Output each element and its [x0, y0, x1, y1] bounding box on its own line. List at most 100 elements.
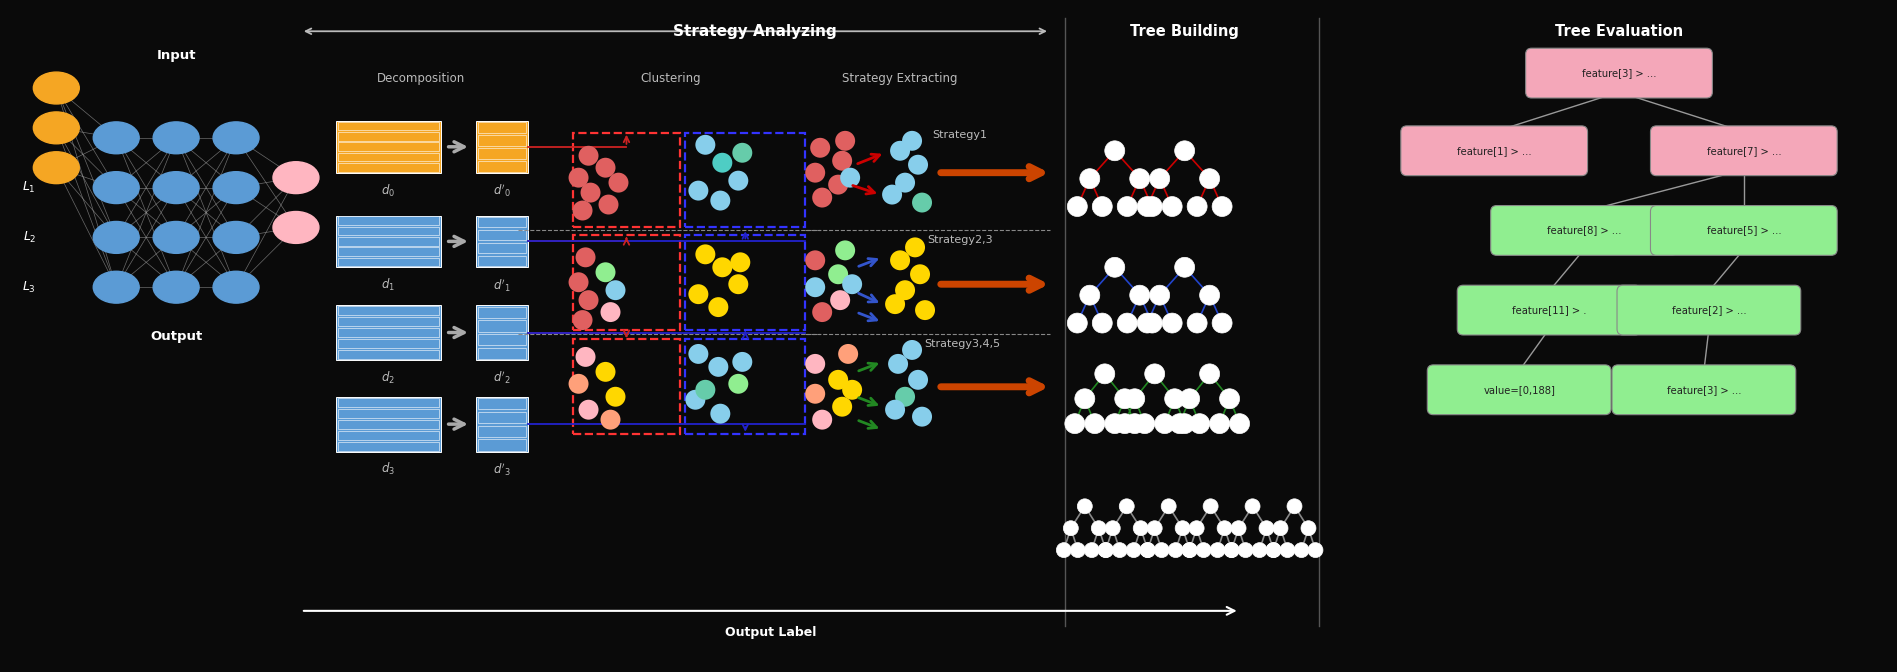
FancyBboxPatch shape — [478, 148, 525, 159]
Circle shape — [1098, 543, 1114, 558]
Text: $L_1$: $L_1$ — [23, 180, 36, 195]
Circle shape — [895, 173, 914, 193]
Circle shape — [1131, 169, 1150, 189]
Circle shape — [1188, 197, 1206, 216]
Text: feature[11] > .: feature[11] > . — [1512, 305, 1586, 315]
Circle shape — [882, 185, 903, 204]
FancyBboxPatch shape — [478, 334, 525, 345]
FancyBboxPatch shape — [338, 328, 438, 337]
FancyBboxPatch shape — [478, 439, 525, 450]
Circle shape — [842, 380, 861, 400]
Circle shape — [709, 191, 730, 210]
Circle shape — [1068, 313, 1087, 333]
FancyBboxPatch shape — [476, 216, 527, 267]
FancyBboxPatch shape — [478, 122, 525, 133]
Circle shape — [1174, 521, 1189, 536]
FancyBboxPatch shape — [478, 135, 525, 146]
FancyBboxPatch shape — [338, 409, 438, 418]
Circle shape — [1212, 197, 1231, 216]
Circle shape — [909, 155, 928, 175]
Circle shape — [1117, 313, 1136, 333]
Text: feature[5] > ...: feature[5] > ... — [1707, 225, 1781, 235]
Circle shape — [1231, 521, 1246, 536]
Ellipse shape — [93, 271, 138, 303]
Text: $d'_1$: $d'_1$ — [493, 277, 510, 294]
Circle shape — [1070, 543, 1085, 558]
FancyBboxPatch shape — [478, 321, 525, 331]
Circle shape — [569, 374, 588, 394]
Circle shape — [1252, 543, 1267, 558]
Circle shape — [1286, 499, 1301, 514]
Circle shape — [575, 247, 596, 267]
Circle shape — [903, 131, 922, 151]
Circle shape — [696, 135, 715, 155]
Circle shape — [1163, 313, 1182, 333]
FancyBboxPatch shape — [478, 230, 525, 241]
FancyBboxPatch shape — [338, 153, 438, 161]
Ellipse shape — [212, 171, 260, 204]
Circle shape — [1085, 543, 1098, 558]
Circle shape — [609, 173, 628, 193]
Circle shape — [605, 387, 626, 407]
Circle shape — [804, 251, 825, 270]
Circle shape — [732, 143, 753, 163]
FancyBboxPatch shape — [338, 216, 438, 225]
Text: Strategy2,3: Strategy2,3 — [928, 235, 992, 245]
Circle shape — [1077, 499, 1093, 514]
Circle shape — [1280, 543, 1296, 558]
Circle shape — [1273, 521, 1288, 536]
Text: feature[2] > ...: feature[2] > ... — [1671, 305, 1747, 315]
Circle shape — [890, 251, 911, 270]
FancyBboxPatch shape — [338, 350, 438, 359]
Circle shape — [1170, 414, 1189, 433]
Ellipse shape — [93, 171, 138, 204]
Circle shape — [1189, 521, 1205, 536]
Circle shape — [601, 410, 620, 429]
Circle shape — [1064, 414, 1085, 433]
FancyBboxPatch shape — [476, 121, 527, 173]
Text: feature[1] > ...: feature[1] > ... — [1457, 146, 1531, 156]
Circle shape — [1218, 521, 1231, 536]
Circle shape — [1148, 521, 1163, 536]
Circle shape — [810, 138, 831, 158]
Text: $d'_2$: $d'_2$ — [493, 370, 510, 386]
FancyBboxPatch shape — [338, 258, 438, 266]
Circle shape — [1112, 543, 1127, 558]
Ellipse shape — [273, 212, 319, 243]
Circle shape — [1064, 521, 1077, 536]
FancyBboxPatch shape — [478, 243, 525, 253]
Circle shape — [812, 187, 833, 208]
Circle shape — [709, 404, 730, 423]
Circle shape — [1174, 257, 1195, 278]
Circle shape — [1125, 389, 1144, 409]
Text: $L_3$: $L_3$ — [23, 280, 36, 295]
FancyBboxPatch shape — [1650, 206, 1836, 255]
Circle shape — [1153, 543, 1169, 558]
Circle shape — [596, 262, 615, 282]
FancyBboxPatch shape — [338, 237, 438, 245]
Text: Strategy Analyzing: Strategy Analyzing — [673, 24, 837, 39]
Circle shape — [728, 171, 747, 191]
Ellipse shape — [154, 222, 199, 253]
Circle shape — [1229, 414, 1250, 433]
Circle shape — [1106, 521, 1121, 536]
FancyBboxPatch shape — [476, 305, 527, 360]
Circle shape — [689, 344, 708, 364]
Circle shape — [886, 294, 905, 314]
Ellipse shape — [212, 271, 260, 303]
Circle shape — [835, 131, 856, 151]
Circle shape — [1197, 543, 1210, 558]
Ellipse shape — [154, 122, 199, 154]
Circle shape — [1239, 543, 1254, 558]
Circle shape — [886, 400, 905, 419]
Circle shape — [708, 357, 728, 377]
Circle shape — [833, 396, 852, 417]
Circle shape — [1174, 141, 1195, 161]
Circle shape — [596, 158, 615, 177]
Circle shape — [1076, 389, 1095, 409]
Circle shape — [890, 141, 911, 161]
Circle shape — [728, 274, 747, 294]
Circle shape — [804, 384, 825, 404]
Circle shape — [1131, 285, 1150, 305]
FancyBboxPatch shape — [478, 412, 525, 423]
